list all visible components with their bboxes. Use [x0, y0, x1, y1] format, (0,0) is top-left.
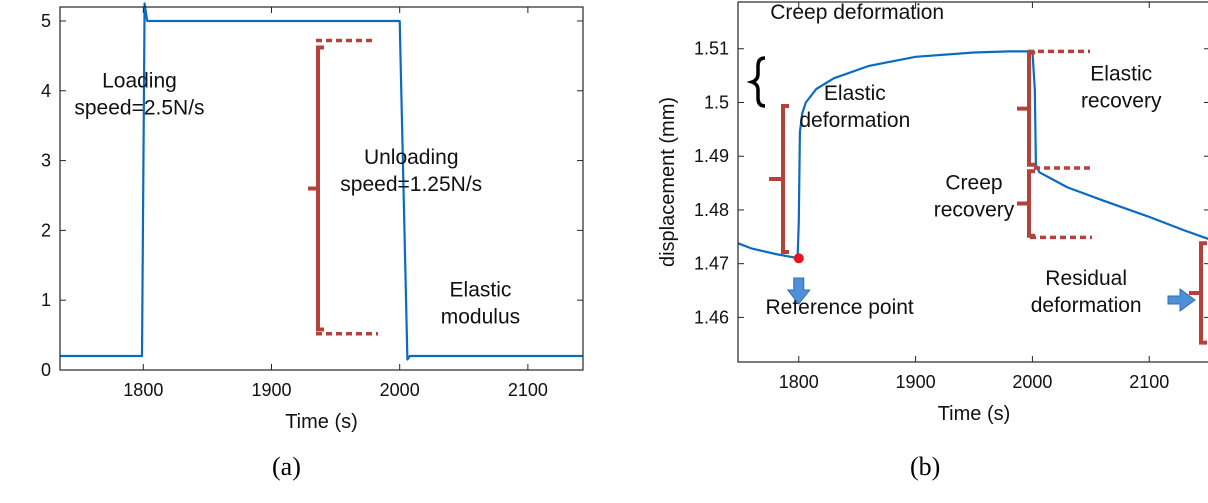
x-axis-label: Time (s): [285, 411, 358, 433]
plot-group: 1800 1900 2000 2100 1.46 1.47 1.48 1.49 1.5 1.51 T…: [657, 1, 1208, 425]
elastic-deformation-bracket: [769, 104, 789, 254]
down-arrow-icon: [786, 277, 811, 305]
y-tick-label: 1.49: [694, 146, 729, 166]
annotation-text: recovery: [934, 199, 1015, 222]
plot-group: 1800 1900 2000 2100 0 1 2 3 4 5 Time (s) Load (N) Lo…: [0, 2, 584, 433]
y-tick-label: 1.51: [694, 39, 729, 59]
x-axis-label: Time (s): [938, 403, 1011, 425]
plot-frame: [59, 6, 584, 371]
residual-deformation-bracket: [1189, 241, 1207, 345]
annotation-text: Elastic: [1090, 62, 1152, 85]
series-line: [60, 2, 583, 361]
y-tick-label: 5: [41, 11, 51, 31]
x-tick-label: 2100: [1129, 372, 1169, 392]
y-tick-label: 1: [41, 290, 51, 310]
annotation-text: Creep deformation: [770, 1, 944, 24]
annotation-text: Loading: [102, 69, 177, 92]
x-tick-label: 1800: [123, 380, 163, 400]
y-tick-label: 1.48: [694, 200, 729, 220]
x-tick-label: 1900: [251, 380, 291, 400]
displacement-chart: 1800 1900 2000 2100 1.46 1.47 1.48 1.49 1.5 1.51 T…: [657, 1, 1208, 425]
chart-panel-a: 1800 1900 2000 2100 0 1 2 3 4 5 Time (s) Load (N) Lo…: [0, 0, 600, 498]
annotation-text: Creep: [945, 172, 1002, 195]
y-axis-label: Load (N): [0, 150, 1, 228]
x-tick-label: 1900: [896, 372, 936, 392]
bracket-a: [308, 45, 324, 332]
elastic-recovery-bracket: [1017, 50, 1035, 167]
annotation-text: speed=2.5N/s: [74, 96, 204, 119]
y-tick-label: 4: [41, 81, 51, 101]
plot-frame: [737, 1, 1208, 363]
right-arrow-icon: [1167, 288, 1196, 312]
annotation-text: Elastic: [824, 82, 886, 105]
annotation-text: Elastic: [450, 279, 512, 302]
x-tick-label: 2000: [1012, 372, 1052, 392]
chart-panel-b: 1800 1900 2000 2100 1.46 1.47 1.48 1.49 1.5 1.51 T…: [620, 0, 1208, 498]
y-tick-label: 2: [41, 220, 51, 240]
creep-deformation-bracket: [746, 56, 766, 108]
annotation-text: Reference point: [766, 296, 914, 319]
annotation-text: deformation: [1031, 294, 1142, 317]
x-tick-label: 2100: [508, 380, 548, 400]
creep-recovery-bracket: [1017, 169, 1035, 238]
y-tick-label: 1.5: [704, 92, 729, 112]
y-tick-label: 1.46: [694, 307, 729, 327]
annotation-text: modulus: [441, 306, 520, 329]
annotation-text: speed=1.25N/s: [340, 173, 482, 196]
load-chart: 1800 1900 2000 2100 0 1 2 3 4 5 Time (s) Load (N) Lo…: [0, 2, 584, 433]
y-axis-label: displacement (mm): [657, 97, 679, 267]
y-tick-label: 3: [41, 151, 51, 171]
annotation-text: Residual: [1045, 267, 1127, 290]
y-tick-label: 1.47: [694, 254, 729, 274]
caption-a: (a): [272, 452, 301, 481]
y-tick-label: 0: [41, 360, 51, 380]
annotation-text: recovery: [1081, 89, 1162, 112]
reference-point-marker: [793, 253, 804, 264]
x-tick-label: 2000: [380, 380, 420, 400]
annotation-text: Unloading: [364, 146, 459, 169]
caption-b: (b): [910, 452, 941, 481]
annotation-text: deformation: [799, 109, 910, 132]
x-tick-label: 1800: [779, 372, 819, 392]
